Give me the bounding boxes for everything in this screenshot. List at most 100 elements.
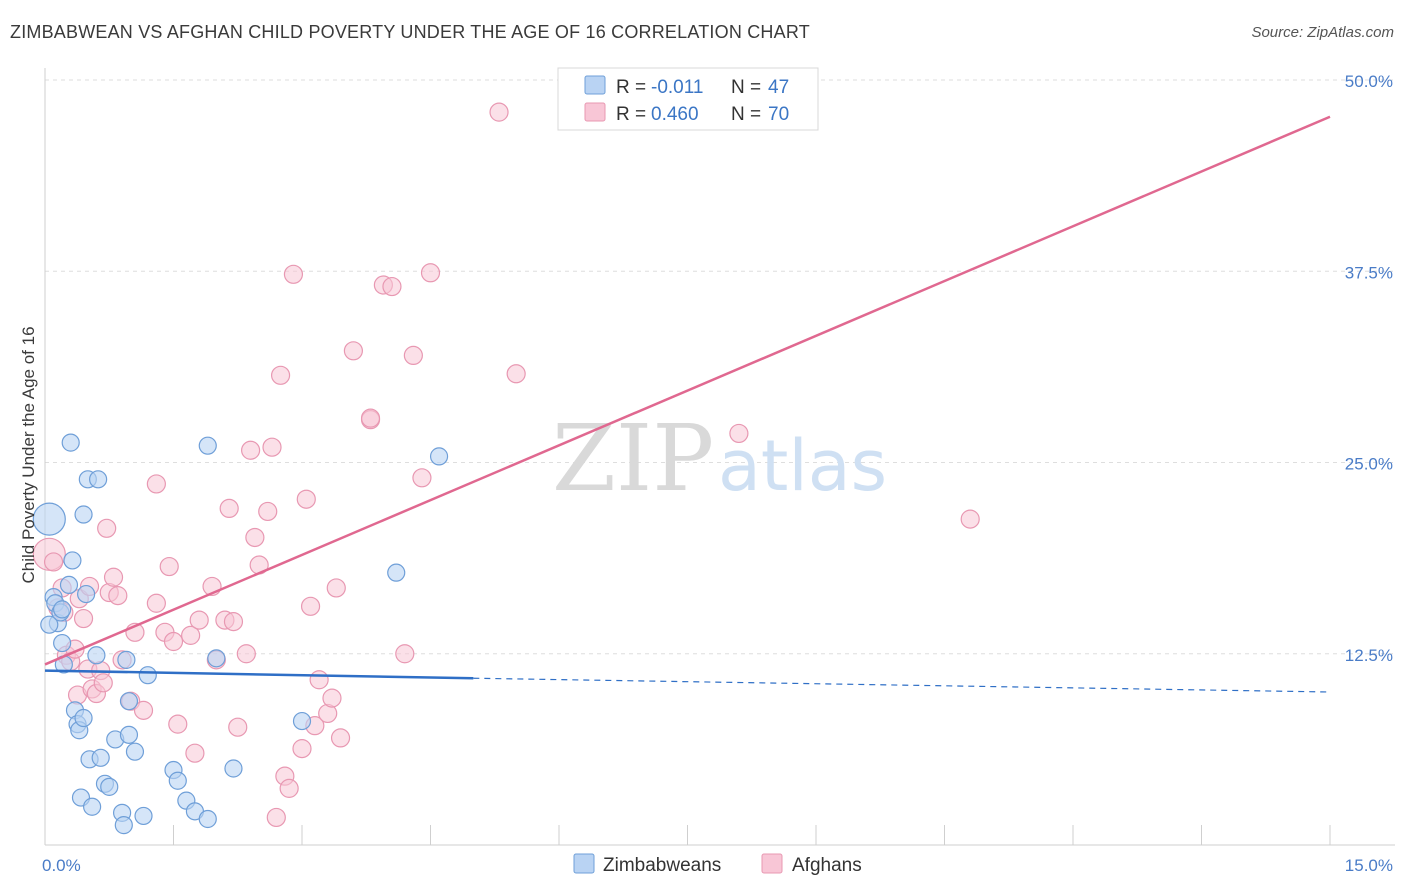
- zimbabweans-point-32: [134, 806, 153, 826]
- afghans-point-45: [262, 437, 282, 457]
- x-tick-label-0: 0.0%: [42, 856, 81, 875]
- zimbabweans-point-9: [63, 551, 82, 570]
- afghans-point-44: [258, 501, 278, 522]
- legend-afghans-label: Afghans: [792, 855, 862, 876]
- afghans-point-38: [223, 612, 244, 632]
- zimbabweans-point-42: [292, 711, 312, 731]
- afghans-point-47: [270, 365, 291, 385]
- zimbabweans-point-22: [91, 748, 110, 767]
- zimbabweans-point-21: [89, 470, 108, 489]
- afghans-point-33: [189, 610, 209, 630]
- afghans-point-40: [236, 644, 256, 664]
- afghans-point-16: [93, 673, 113, 693]
- y-tick-label-0: 12.5%: [1345, 646, 1393, 665]
- zimbabweans-point-7: [59, 575, 79, 595]
- legend-zimbabweans-label: Zimbabweans: [603, 855, 721, 876]
- afghans-point-19: [103, 567, 124, 587]
- afghans-trend-line: [44, 115, 1331, 666]
- afghans-point-24: [133, 700, 154, 720]
- x-tick-label-1: 15.0%: [1345, 856, 1393, 875]
- zimbabweans-point-24: [100, 777, 119, 796]
- legend-zimbabweans-swatch: [573, 853, 595, 874]
- zimbabweans-point-15: [74, 505, 93, 524]
- afghans-point-46: [266, 807, 286, 828]
- afghans-point-49: [279, 778, 299, 798]
- afghans-point-28: [159, 556, 179, 577]
- zimbabweans-point-43: [387, 563, 406, 582]
- series-legend: Zimbabweans Afghans: [573, 853, 862, 876]
- afghans-point-55: [309, 670, 329, 690]
- afghans-point-50: [283, 264, 304, 284]
- zimbabweans-point-30: [119, 725, 139, 744]
- afghans-point-10: [73, 608, 94, 629]
- zimbabweans-point-20: [87, 646, 106, 665]
- afghans-point-20: [108, 586, 128, 606]
- legend-r-value-2: 0.460: [651, 104, 699, 125]
- zimbabweans-trend-extension: [473, 677, 1331, 693]
- afghans-point-31: [181, 625, 201, 645]
- afghans-point-30: [168, 714, 188, 734]
- axes: [44, 68, 1395, 846]
- afghans-points: [32, 102, 980, 828]
- zimbabweans-point-28: [117, 650, 136, 669]
- afghans-point-71: [395, 644, 415, 664]
- afghans-point-60: [343, 341, 363, 361]
- zimbabweans-point-16: [77, 584, 96, 604]
- afghans-point-57: [322, 688, 342, 708]
- zimbabweans-point-19: [83, 797, 102, 816]
- chart-title: ZIMBABWEAN VS AFGHAN CHILD POVERTY UNDER…: [10, 22, 810, 42]
- afghans-point-32: [185, 743, 205, 763]
- zimbabweans-point-38: [198, 809, 217, 829]
- afghans-point-65: [412, 468, 432, 488]
- afghans-point-67: [489, 102, 509, 122]
- afghans-point-64: [403, 345, 423, 365]
- afghans-point-68: [506, 364, 526, 384]
- afghans-point-51: [292, 739, 312, 759]
- legend-afghans-swatch: [761, 853, 783, 874]
- y-tick-label-1: 25.0%: [1345, 455, 1393, 474]
- zimbabweans-point-35: [168, 771, 187, 790]
- stats-legend: R = -0.011 N = 47 R = 0.460 N = 70: [557, 67, 819, 131]
- legend-r-value-1: -0.011: [651, 77, 703, 98]
- legend-r-label-2: R =: [616, 104, 646, 125]
- zimbabweans-point-45: [40, 615, 59, 634]
- blue-swatch: [584, 75, 606, 95]
- pink-swatch: [584, 102, 606, 122]
- zimbabweans-point-0: [32, 502, 66, 536]
- watermark-zip: ZIP: [552, 405, 714, 512]
- y-axis-label: Child Poverty Under the Age of 16: [19, 326, 38, 583]
- zimbabweans-point-31: [125, 742, 145, 761]
- legend-n-label-2: N =: [731, 104, 761, 125]
- afghans-point-52: [296, 489, 316, 509]
- zimbabweans-points: [32, 433, 449, 835]
- zimbabweans-point-5: [53, 633, 72, 653]
- afghans-point-58: [326, 578, 346, 598]
- y-tick-label-3: 50.0%: [1345, 72, 1393, 91]
- legend-n-value-2: 70: [768, 104, 789, 125]
- afghans-point-25: [146, 474, 166, 494]
- zimbabweans-point-33: [138, 666, 157, 685]
- afghans-point-17: [97, 518, 117, 538]
- zimbabweans-point-46: [53, 600, 72, 619]
- zimbabweans-point-29: [119, 692, 139, 711]
- afghans-point-42: [245, 527, 265, 548]
- afghans-point-29: [163, 631, 184, 652]
- watermark: ZIP atlas: [552, 405, 887, 512]
- grid-lines: [45, 79, 1395, 655]
- afghans-point-63: [382, 276, 402, 297]
- zimbabweans-point-39: [198, 436, 217, 455]
- afghans-point-41: [241, 440, 261, 460]
- zimbabweans-point-8: [61, 433, 80, 452]
- afghans-point-1: [43, 552, 64, 572]
- source-label: Source: ZipAtlas.com: [1251, 24, 1394, 41]
- zimbabweans-point-27: [114, 816, 133, 835]
- zimbabweans-point-44: [429, 447, 449, 466]
- afghans-point-39: [228, 717, 248, 737]
- zimbabweans-point-14: [74, 708, 93, 728]
- legend-n-label-1: N =: [731, 77, 761, 98]
- y-tick-label-2: 37.5%: [1345, 263, 1393, 282]
- afghans-point-59: [330, 728, 351, 748]
- tick-labels: 12.5% 25.0% 37.5% 50.0% 0.0% 15.0%: [42, 72, 1393, 875]
- trend-lines: [44, 115, 1331, 693]
